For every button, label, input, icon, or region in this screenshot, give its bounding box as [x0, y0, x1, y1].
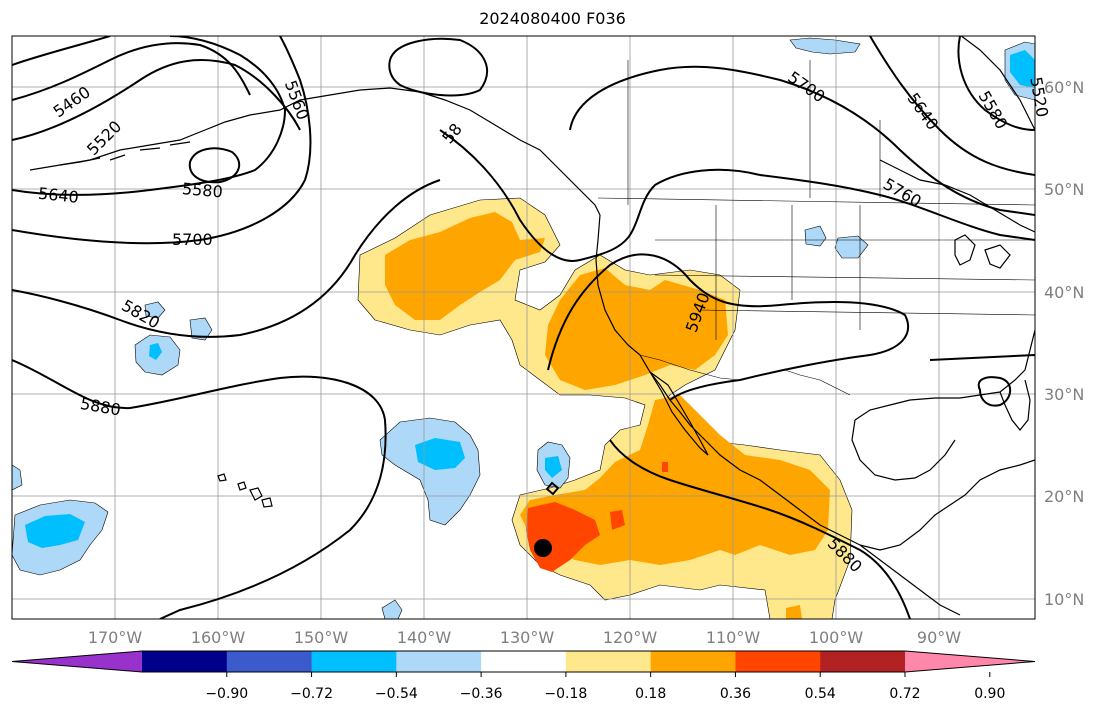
lon-label-90w: 90°W — [917, 628, 961, 647]
colorbar-segment — [311, 651, 397, 672]
colorbar: −0.90 −0.72 −0.54 −0.36 −0.18 0.18 0.36 0.54 0.7… — [11, 650, 1036, 702]
colorbar-segment — [735, 651, 821, 672]
latitude-labels: 60°N 50°N 40°N 30°N 20°N 10°N — [1044, 78, 1084, 609]
colorbar-segment — [820, 651, 906, 672]
lat-label-20n: 20°N — [1044, 487, 1084, 506]
colorbar-tick-label: 0.90 — [974, 686, 1005, 702]
lat-label-60n: 60°N — [1044, 78, 1084, 97]
lon-label-100w: 100°W — [809, 628, 864, 647]
colorbar-tick-label: 0.36 — [720, 686, 751, 702]
coastlines — [29, 36, 1035, 616]
colorbar-tick-label: 0.54 — [805, 686, 836, 702]
lon-label-130w: 130°W — [500, 628, 555, 647]
positive-anomaly-medium — [385, 212, 830, 619]
colorbar-extend-low — [12, 651, 142, 672]
colorbar-segment — [396, 651, 482, 672]
colorbar-tick-label: −0.18 — [544, 686, 587, 702]
colorbar-segment — [142, 651, 228, 672]
colorbar-tick-label: −0.72 — [290, 686, 333, 702]
lon-label-120w: 120°W — [603, 628, 658, 647]
colorbar-tick-label: −0.54 — [375, 686, 418, 702]
colorbar-outline — [11, 650, 1036, 673]
lat-label-50n: 50°N — [1044, 180, 1084, 199]
contour-label-5700: 5700 — [172, 230, 213, 249]
colorbar-segment — [481, 651, 567, 672]
graticule — [12, 36, 1035, 619]
political-borders — [597, 60, 1035, 396]
lon-label-150w: 150°W — [294, 628, 349, 647]
lon-label-160w: 160°W — [191, 628, 246, 647]
colorbar-extend-high — [905, 651, 1035, 672]
colorbar-segment — [565, 651, 652, 672]
longitude-labels: 170°W 160°W 150°W 140°W 130°W 120°W 110°… — [88, 628, 961, 647]
lat-label-40n: 40°N — [1044, 283, 1084, 302]
lat-label-30n: 30°N — [1044, 385, 1084, 404]
colorbar-segment — [226, 651, 313, 672]
lat-label-10n: 10°N — [1044, 590, 1084, 609]
lon-label-170w: 170°W — [88, 628, 143, 647]
contour-label-5580: 5580 — [181, 179, 223, 201]
storm-center-marker — [534, 539, 552, 557]
map-title: 2024080400 F036 — [479, 9, 626, 28]
colorbar-tick-label: 0.72 — [889, 686, 920, 702]
colorbar-tick-label: 0.18 — [635, 686, 666, 702]
map-frame — [11, 35, 1036, 620]
contour-label-5640: 5640 — [37, 184, 79, 207]
colorbar-tick-label: −0.90 — [205, 686, 248, 702]
height-contours — [12, 36, 1035, 619]
negative-anomaly-medium — [25, 50, 1035, 548]
colorbar-tick-label: −0.36 — [460, 686, 503, 702]
colorbar-segment — [650, 651, 736, 672]
lon-label-110w: 110°W — [706, 628, 761, 647]
lon-label-140w: 140°W — [397, 628, 452, 647]
